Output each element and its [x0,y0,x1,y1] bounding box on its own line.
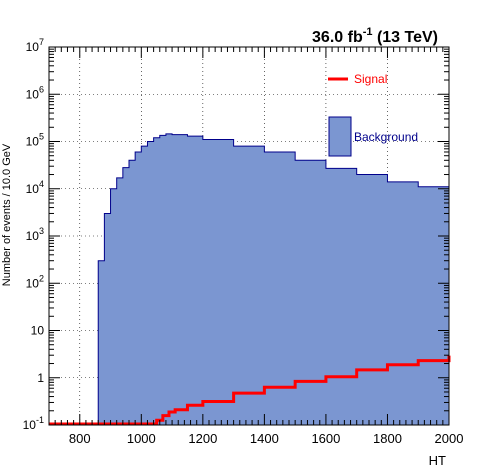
y-tick-label: 102 [26,273,44,290]
x-tick-label: 800 [69,431,91,446]
x-tick-label: 1600 [311,431,340,446]
legend-background-swatch [328,116,352,157]
x-tick-label: 1800 [373,431,402,446]
y-tick-label: 106 [26,84,44,101]
y-tick-label: 10 [31,324,45,338]
x-axis-ticks: 800 1000 1200 1400 1600 1800 2000 [48,47,464,446]
legend-signal-label: Signal [354,72,387,86]
x-axis-label: HT [429,453,446,468]
y-axis-label: Number of events / 10.0 GeV [1,143,13,286]
y-tick-label: 103 [26,226,44,243]
legend-background-label: Background [354,130,418,144]
y-tick-label: 1 [37,371,44,385]
y-tick-label: 10-1 [23,415,44,432]
x-tick-label: 1000 [127,431,156,446]
x-tick-label: 1400 [250,431,279,446]
background-histogram-fill [97,133,450,426]
signal-histogram-line [49,355,451,426]
legend: Signal Background [328,72,418,157]
y-tick-label: 107 [26,37,44,54]
y-tick-label: 104 [26,179,44,196]
lumi-header: 36.0 fb-1 (13 TeV) [312,26,438,46]
x-tick-label: 1200 [188,431,217,446]
y-tick-label: 105 [26,132,44,149]
x-tick-label: 2000 [435,431,464,446]
